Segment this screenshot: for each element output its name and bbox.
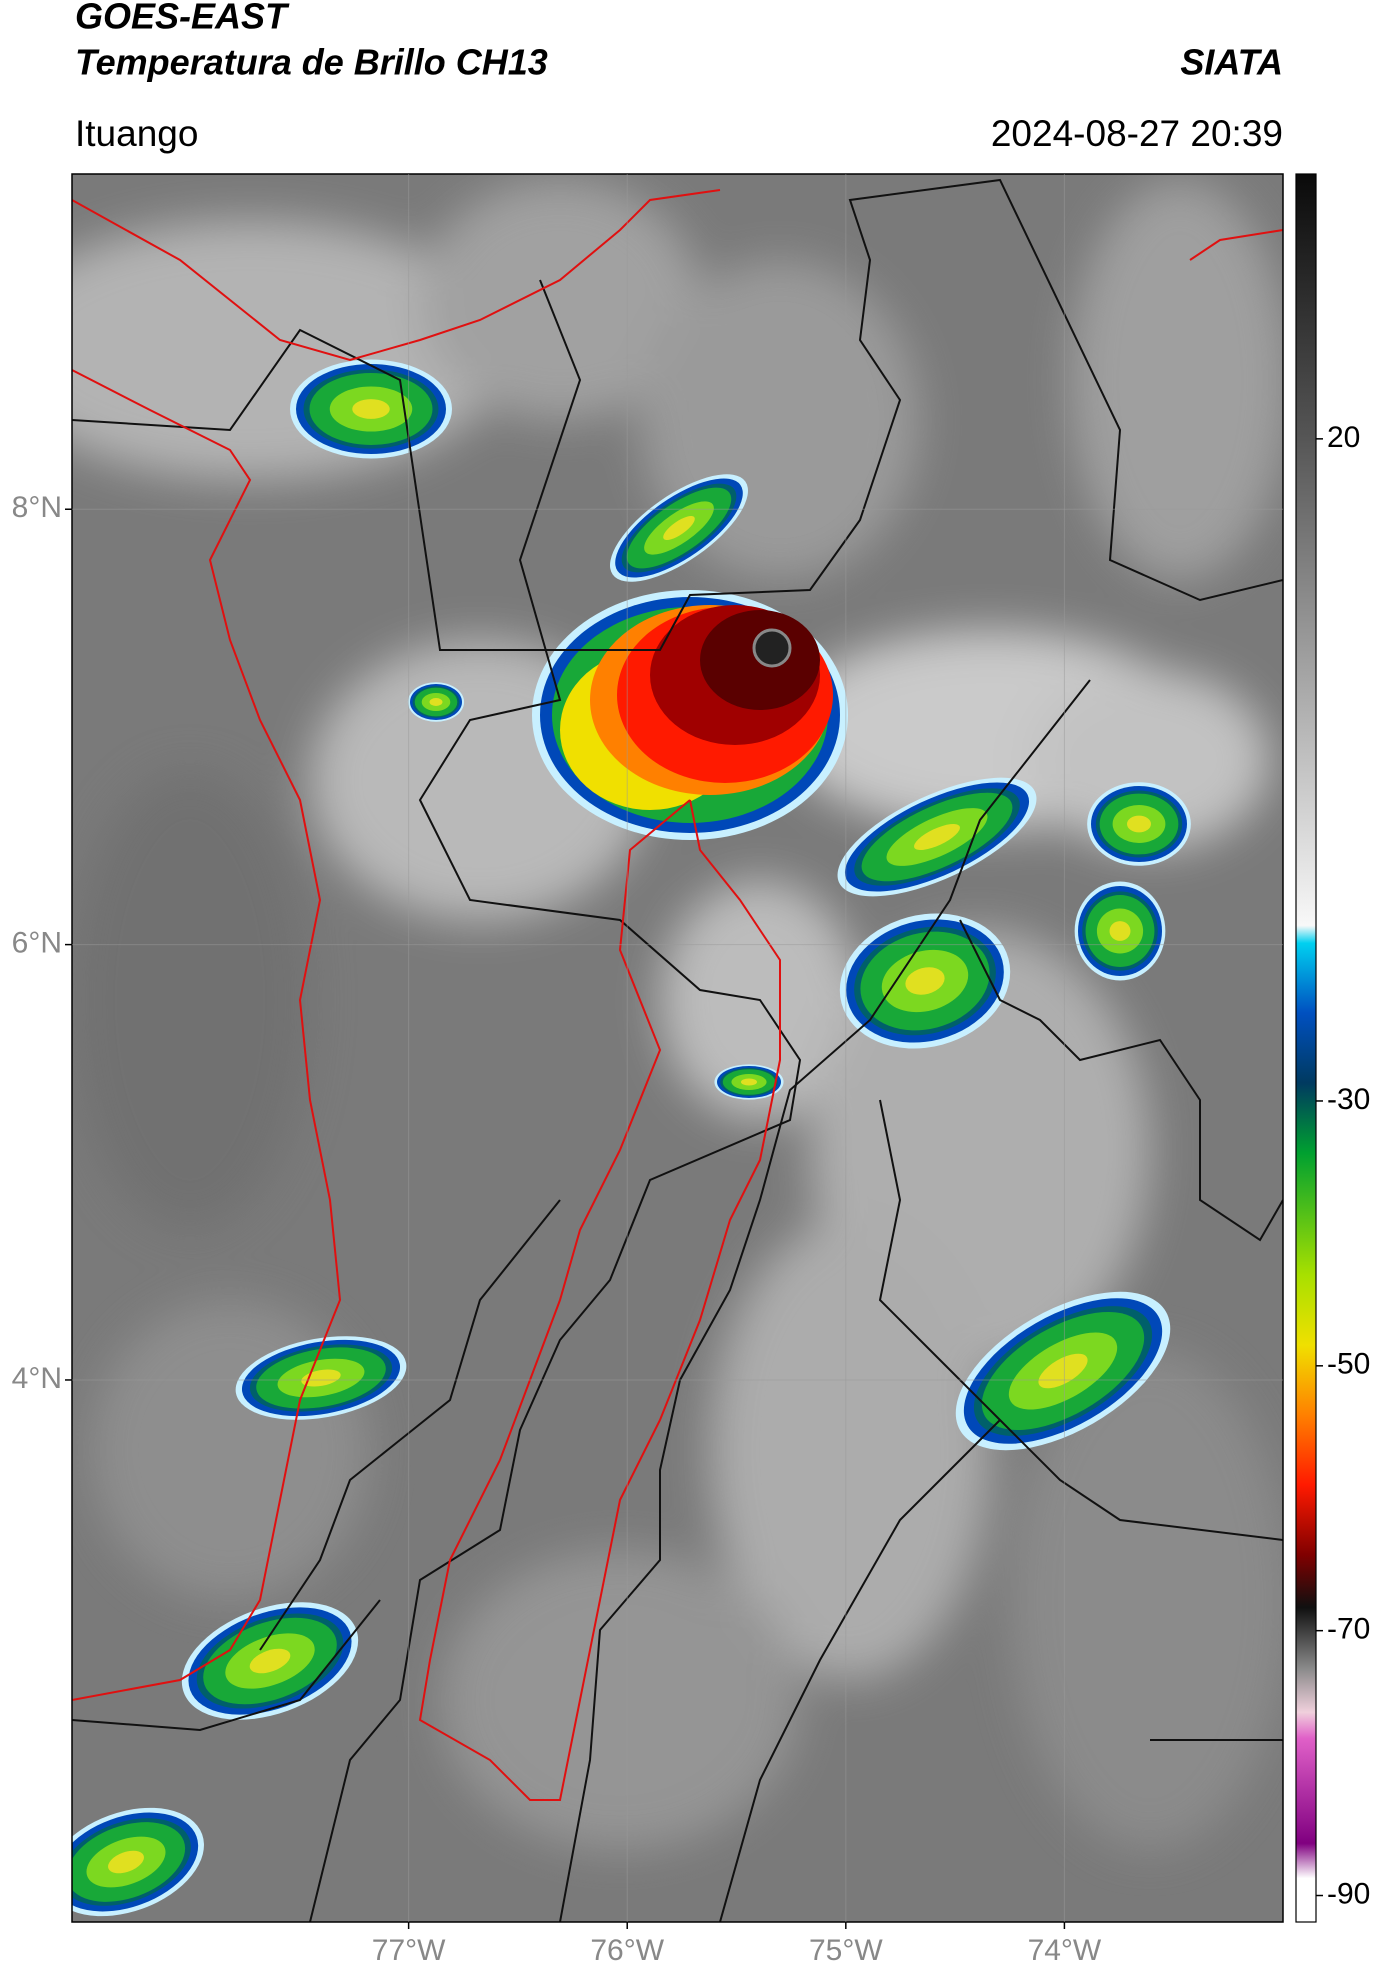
datetime: 2024-08-27 20:39 <box>991 113 1283 154</box>
x-tick-label: 74°W <box>1028 1934 1102 1967</box>
x-tick-label: 76°W <box>590 1934 664 1967</box>
colorbar <box>1295 173 1317 1923</box>
main-storm <box>532 590 848 840</box>
x-tick-label: 77°W <box>372 1934 446 1967</box>
colorbar-tick-label: 20 <box>1327 421 1360 454</box>
subtitle: Temperatura de Brillo CH13 <box>75 42 548 83</box>
location: Ituango <box>75 113 198 154</box>
colorbar-tick-label: -70 <box>1327 1613 1370 1646</box>
y-tick-label: 6°N <box>12 927 62 960</box>
map-frame <box>71 173 1284 1923</box>
title: GOES-EAST <box>75 0 290 37</box>
y-tick-label: 8°N <box>12 491 62 524</box>
x-tick-label: 75°W <box>809 1934 883 1967</box>
y-tick-label: 4°N <box>12 1362 62 1395</box>
colorbar-tick-label: -50 <box>1327 1348 1370 1381</box>
colorbar-axis: 20 -30 -50 -70 -90 <box>1316 421 1370 1910</box>
satellite-image <box>72 174 1283 1922</box>
axes: 77°W 76°W 75°W 74°W 8°N 6°N 4°N <box>12 174 1283 1967</box>
source: SIATA <box>1180 42 1283 83</box>
colorbar-tick-label: -30 <box>1327 1083 1370 1116</box>
colorbar-tick-label: -90 <box>1327 1877 1370 1910</box>
